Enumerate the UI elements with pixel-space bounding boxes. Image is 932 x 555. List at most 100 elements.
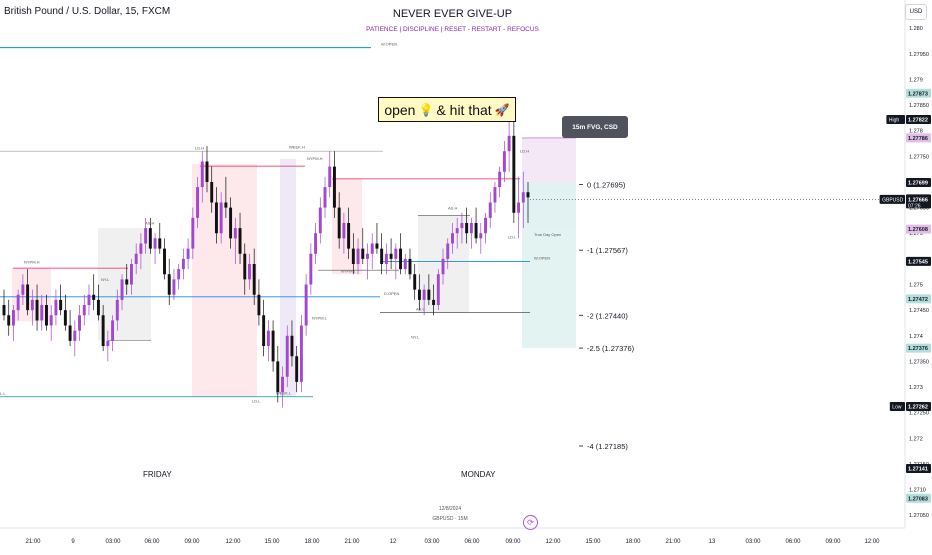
x-tick-label: 03:00	[424, 539, 440, 545]
candle-body	[399, 248, 403, 270]
price-badge-value: 1.27786	[908, 136, 928, 142]
candle-body	[139, 243, 143, 254]
chart-title: NEVER EVER GIVE-UP	[392, 8, 513, 20]
candle-body	[35, 299, 39, 321]
candle-body	[49, 315, 53, 326]
candle-body	[394, 248, 398, 259]
tradingview-logo-icon[interactable]: ⟳	[523, 515, 538, 530]
x-tick-label: 13	[709, 539, 716, 545]
price-badge-value: 1.27141	[908, 467, 928, 473]
x-tick-label: 21:00	[344, 539, 360, 545]
candle-body	[54, 299, 58, 316]
level-label: AS.L	[416, 307, 425, 312]
candle-body	[281, 376, 284, 393]
lightbulb-icon: 💡	[418, 102, 434, 117]
x-tick-label: 09:00	[184, 539, 200, 545]
candle-body	[375, 243, 379, 249]
currency-button[interactable]: USD	[905, 4, 927, 20]
candle-body	[460, 222, 464, 229]
level-label: LD.L	[252, 398, 261, 403]
candle-body	[181, 258, 185, 270]
candle-body	[502, 151, 506, 172]
candle-body	[427, 289, 431, 300]
level-label: AS.H	[145, 221, 154, 226]
y-tick-label: 1.27450	[909, 308, 929, 314]
candle-body	[266, 330, 270, 347]
candle-body	[436, 274, 440, 306]
candle-body	[73, 330, 77, 341]
candle-body	[21, 284, 25, 295]
rocket-icon: 🚀	[494, 102, 510, 117]
price-badge	[906, 256, 931, 266]
level-label: NYPM.H	[24, 260, 40, 265]
price-badge	[906, 493, 931, 503]
fib-level-label: -4 (1.27185)	[587, 442, 628, 451]
candle-body	[370, 243, 374, 254]
y-tick-label: 1.2710	[909, 488, 926, 494]
x-tick-label: 15:00	[264, 539, 280, 545]
price-badge-label: GBPUSD	[882, 197, 904, 203]
level-label: LD.H	[195, 146, 204, 151]
y-tick-label: 1.27250	[909, 411, 929, 417]
candle-body	[304, 284, 308, 326]
level-label: W.OPEN	[534, 255, 550, 260]
fib-level-label: -2 (1.27440)	[587, 311, 628, 320]
candle-body	[101, 315, 105, 347]
candle-body	[276, 361, 280, 393]
candle-body	[342, 222, 346, 239]
candle-body	[167, 274, 171, 295]
day-label-monday: MONDAY	[461, 470, 496, 479]
candle-body	[521, 192, 525, 203]
candle-body	[111, 320, 115, 341]
candle-body	[92, 294, 96, 300]
candle-body	[96, 299, 100, 316]
candle-body	[129, 264, 133, 285]
annotation-banner[interactable]: open 💡 & hit that 🚀	[378, 97, 516, 122]
candle-body	[413, 274, 417, 290]
y-tick-label: 1.276	[909, 231, 923, 237]
x-tick-label: 15:00	[585, 539, 601, 545]
candle-body	[229, 207, 233, 239]
candle-body	[351, 248, 355, 264]
level-label: D.OPEN	[384, 291, 399, 296]
candle-body	[148, 228, 152, 249]
level-label: NYPM.H	[307, 156, 323, 161]
symbol-title: British Pound / U.S. Dollar, 15, FXCM	[4, 6, 171, 17]
candle-body	[417, 289, 421, 300]
level-label: LD.L	[508, 234, 517, 239]
candle-body	[474, 222, 478, 239]
x-tick-label: 03:00	[745, 539, 761, 545]
candle-body	[125, 279, 129, 285]
x-tick-label: 21:00	[25, 539, 41, 545]
chart-subtitle: PATIENCE | DISCIPLINE | RESET - RESTART …	[366, 26, 539, 33]
candle-body	[290, 335, 294, 357]
fib-level-label: -1 (1.27567)	[587, 246, 628, 255]
level-label: NYPM.L	[312, 315, 328, 320]
candle-body	[224, 202, 228, 208]
y-tick-label: 1.274	[909, 334, 923, 340]
x-tick-label: 12:00	[225, 539, 241, 545]
level-label: True Day Open	[534, 232, 561, 237]
price-badge-value: 1.27376	[908, 346, 928, 352]
candle-body	[252, 264, 256, 295]
price-badge	[906, 88, 931, 98]
price-badge	[906, 177, 931, 187]
price-badge-tag	[889, 402, 905, 412]
price-badge	[906, 194, 931, 209]
candle-body	[78, 315, 81, 331]
candle-body	[233, 228, 237, 239]
price-badge	[906, 114, 931, 124]
candle-body	[205, 161, 209, 182]
price-badge-value: 1.27545	[908, 259, 928, 265]
price-badge	[906, 343, 931, 353]
footer-date: 12/8/2024	[438, 506, 462, 512]
candle-body	[347, 222, 351, 249]
y-tick-label: 1.27350	[909, 359, 929, 365]
candle-body	[451, 233, 454, 244]
price-badge-value: 1.27262	[908, 405, 928, 411]
fvg-callout[interactable]: 15m FVG, CSD	[562, 116, 628, 138]
candle-body	[262, 315, 266, 347]
candle-body	[389, 253, 393, 259]
